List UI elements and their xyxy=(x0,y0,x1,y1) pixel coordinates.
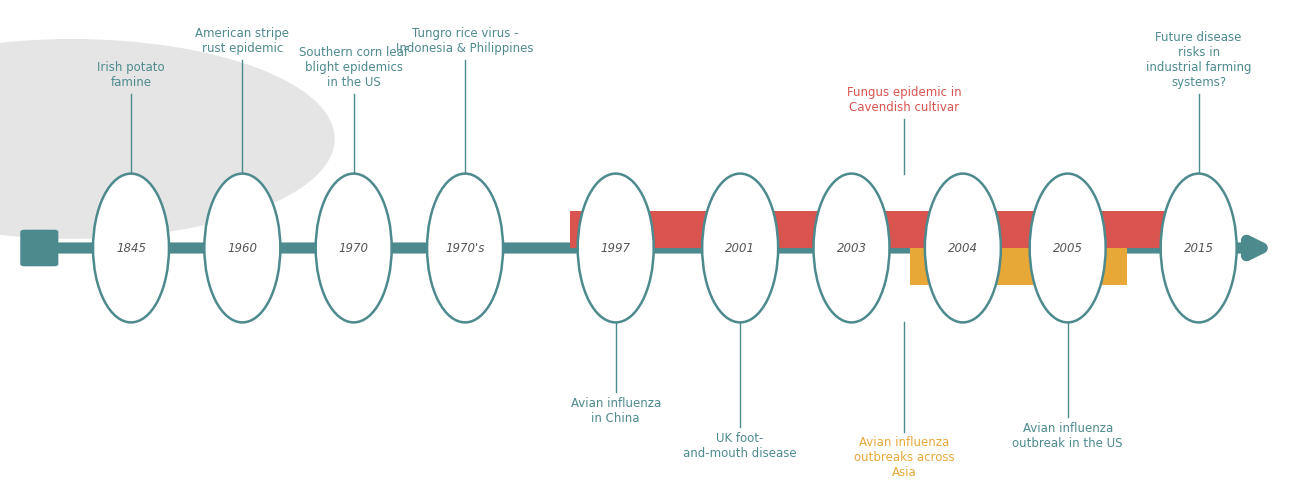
Ellipse shape xyxy=(925,174,1001,322)
Text: Avian influenza
in China: Avian influenza in China xyxy=(571,397,660,425)
Text: Avian influenza
outbreak in the US: Avian influenza outbreak in the US xyxy=(1013,422,1123,449)
Bar xyxy=(799,211,910,248)
Text: Fungus epidemic in
Cavendish cultivar: Fungus epidemic in Cavendish cultivar xyxy=(846,86,962,114)
Text: 2015: 2015 xyxy=(1184,242,1213,254)
Text: Tungro rice virus -
Indonesia & Philippines: Tungro rice virus - Indonesia & Philippi… xyxy=(397,27,533,55)
Text: UK foot-
and-mouth disease: UK foot- and-mouth disease xyxy=(684,432,796,459)
Ellipse shape xyxy=(427,174,503,322)
Text: Avian influenza
outbreaks across
Asia: Avian influenza outbreaks across Asia xyxy=(854,436,954,480)
Text: 1997: 1997 xyxy=(601,242,630,254)
Ellipse shape xyxy=(578,174,654,322)
Bar xyxy=(910,248,1015,285)
Text: 1845: 1845 xyxy=(117,242,145,254)
Text: 1970: 1970 xyxy=(339,242,368,254)
Text: Future disease
risks in
industrial farming
systems?: Future disease risks in industrial farmi… xyxy=(1146,31,1251,89)
Circle shape xyxy=(0,40,334,238)
Ellipse shape xyxy=(316,174,392,322)
Text: 2001: 2001 xyxy=(726,242,755,254)
Ellipse shape xyxy=(1030,174,1106,322)
Bar xyxy=(910,211,1015,248)
Ellipse shape xyxy=(702,174,778,322)
Text: Irish potato
famine: Irish potato famine xyxy=(97,62,165,89)
Ellipse shape xyxy=(204,174,280,322)
Text: 2004: 2004 xyxy=(948,242,977,254)
Bar xyxy=(570,211,681,248)
Text: 2005: 2005 xyxy=(1053,242,1082,254)
Bar xyxy=(681,211,799,248)
Bar xyxy=(1015,248,1127,285)
Text: 2003: 2003 xyxy=(837,242,866,254)
Text: Southern corn leaf
blight epidemics
in the US: Southern corn leaf blight epidemics in t… xyxy=(299,46,409,89)
Ellipse shape xyxy=(1161,174,1237,322)
Bar xyxy=(1127,211,1199,248)
Bar xyxy=(1015,211,1127,248)
FancyBboxPatch shape xyxy=(21,230,58,266)
Text: American stripe
rust epidemic: American stripe rust epidemic xyxy=(195,27,290,55)
Text: 1970's: 1970's xyxy=(445,242,485,254)
Ellipse shape xyxy=(93,174,169,322)
Text: 1960: 1960 xyxy=(228,242,257,254)
Ellipse shape xyxy=(814,174,889,322)
